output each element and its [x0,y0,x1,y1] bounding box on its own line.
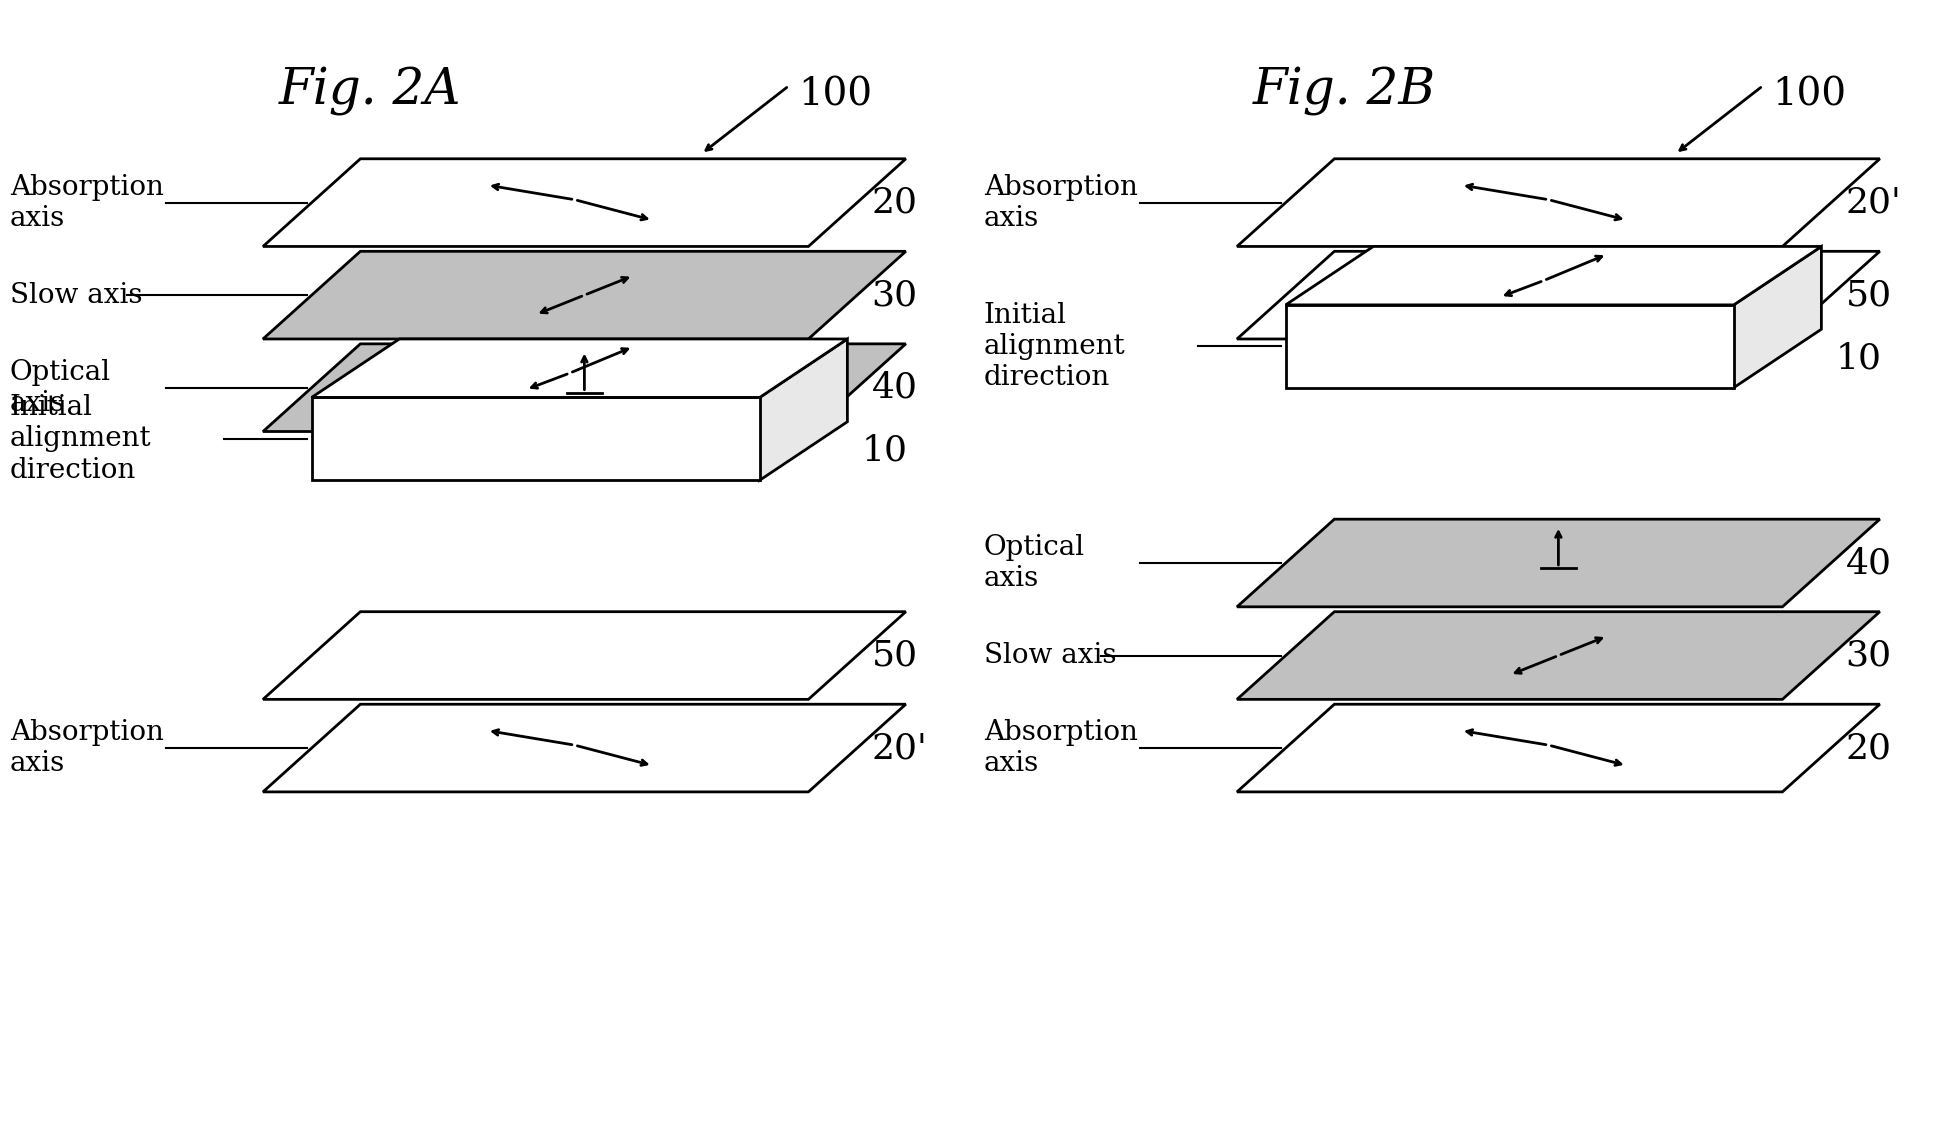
Text: Fig. 2A: Fig. 2A [279,66,462,116]
Text: 10: 10 [1835,341,1882,375]
Text: 100: 100 [1773,75,1847,113]
Polygon shape [1734,247,1821,387]
Polygon shape [263,343,906,431]
Polygon shape [760,339,847,480]
Text: Optical
axis: Optical axis [10,358,111,417]
Text: Optical
axis: Optical axis [984,534,1085,592]
Polygon shape [1237,704,1880,792]
Polygon shape [1237,519,1880,607]
Text: 20: 20 [873,186,918,220]
Text: 20: 20 [1847,731,1892,765]
Polygon shape [1237,251,1880,339]
Text: 40: 40 [1847,546,1892,580]
Polygon shape [1286,305,1734,387]
Polygon shape [263,159,906,247]
Text: 100: 100 [799,75,873,113]
Text: 20': 20' [873,731,927,765]
Polygon shape [312,339,847,397]
Text: Initial
alignment
direction: Initial alignment direction [984,302,1126,391]
Text: Slow axis: Slow axis [10,282,142,309]
Text: Absorption
axis: Absorption axis [984,720,1138,777]
Polygon shape [312,397,760,480]
Text: 10: 10 [861,434,908,468]
Text: Absorption
axis: Absorption axis [984,173,1138,232]
Text: Absorption
axis: Absorption axis [10,720,164,777]
Polygon shape [1237,159,1880,247]
Text: 50: 50 [873,638,918,672]
Polygon shape [263,251,906,339]
Text: 30: 30 [873,278,918,312]
Text: Initial
alignment
direction: Initial alignment direction [10,394,152,483]
Polygon shape [263,704,906,792]
Text: 20': 20' [1847,186,1901,220]
Text: 30: 30 [1847,638,1892,672]
Polygon shape [1286,247,1821,305]
Text: Absorption
axis: Absorption axis [10,173,164,232]
Text: 40: 40 [873,370,918,404]
Text: Slow axis: Slow axis [984,642,1116,669]
Text: 50: 50 [1847,278,1892,312]
Polygon shape [1237,611,1880,699]
Text: Fig. 2B: Fig. 2B [1253,66,1436,116]
Polygon shape [263,611,906,699]
